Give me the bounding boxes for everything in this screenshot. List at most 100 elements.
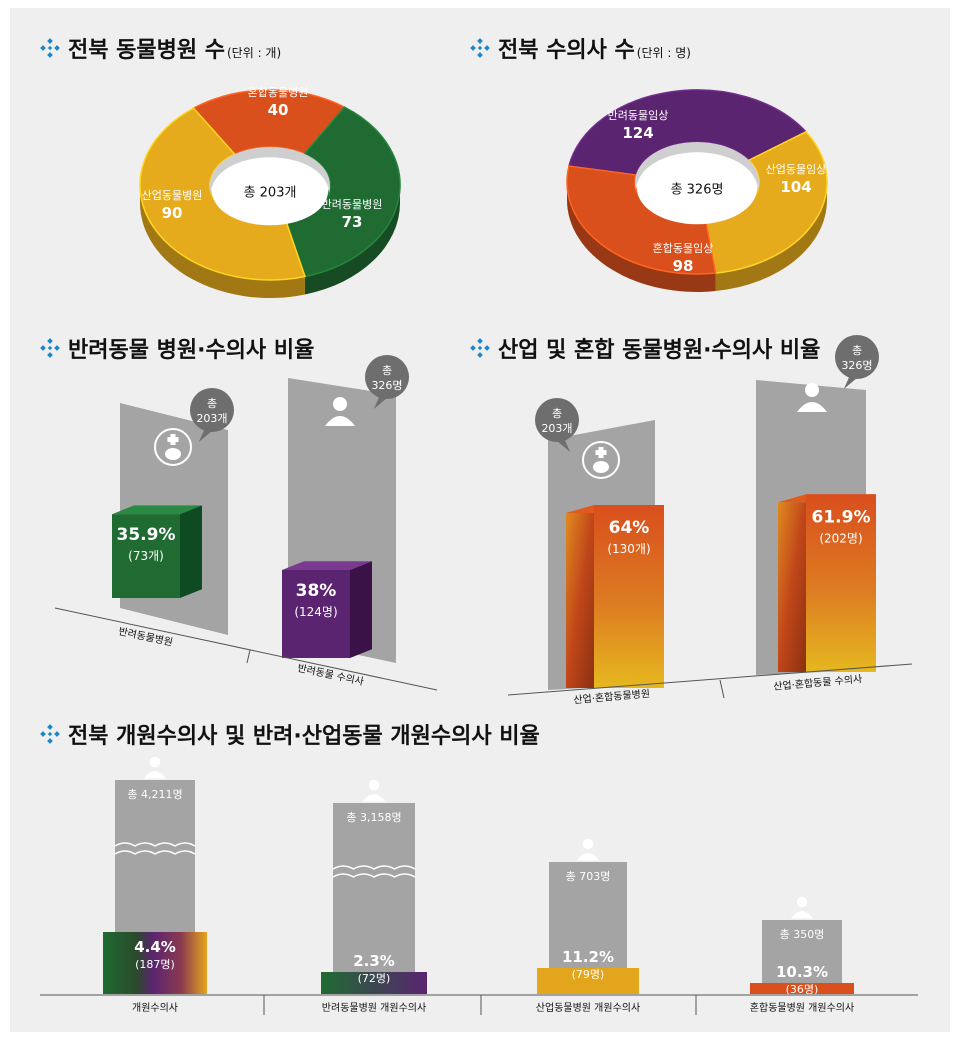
diamond-bullet-icon <box>470 38 490 58</box>
data-bar <box>537 968 639 994</box>
axis-tick <box>246 649 251 664</box>
bar-percent-label: 64% <box>609 518 650 538</box>
vet-head-icon <box>368 779 380 791</box>
vet-head-icon <box>796 896 808 908</box>
bar-side-face <box>180 505 202 598</box>
axis-break-line <box>332 873 416 878</box>
donut-side-wall <box>304 185 401 295</box>
slice-label: 혼합동물병원 <box>248 86 309 99</box>
bar-top-face <box>112 505 202 515</box>
diamond-bullet-icon <box>40 724 60 744</box>
hospital-cross-icon <box>167 437 179 442</box>
total-label: 총 <box>382 364 392 377</box>
bar-top-face <box>282 561 372 570</box>
vet-head-icon <box>333 397 347 411</box>
total-bubble <box>365 355 409 399</box>
title-practice-ratio: 전북 개원수의사 및 반려·산업동물 개원수의사 비율 <box>40 718 540 750</box>
bar-front-face <box>806 494 876 672</box>
donut-center-label: 총 203개 <box>244 185 297 200</box>
total-label: 326명 <box>841 359 872 372</box>
total-bubble <box>190 388 234 432</box>
bar-front-face <box>282 570 350 658</box>
vet-body-icon <box>797 402 827 412</box>
bar-percent-label: 4.4% <box>134 938 176 956</box>
category-label: 산업·혼합동물병원 <box>573 687 651 707</box>
diamond-bullet-icon <box>40 338 60 358</box>
slice-value: 40 <box>268 101 289 119</box>
slice-value: 90 <box>162 204 183 222</box>
total-column <box>333 803 415 994</box>
total-bubble <box>835 335 879 379</box>
total-column <box>762 920 842 994</box>
bar-percent-label: 61.9% <box>812 507 871 527</box>
donut-hole <box>637 152 757 225</box>
vet-body-icon <box>325 416 355 426</box>
diamond-bullet-icon <box>40 38 60 58</box>
vet-head-icon <box>582 838 594 850</box>
bar-count-label: (187명) <box>135 958 175 971</box>
total-bubble-tail <box>843 373 863 389</box>
total-bubble-tail <box>198 426 218 442</box>
total-label: 총 350명 <box>780 928 825 941</box>
axis-baseline <box>507 663 913 696</box>
total-label: 총 4,211명 <box>127 788 182 801</box>
hospital-icon <box>154 428 192 466</box>
vet-body-icon <box>143 771 167 779</box>
bar-count-label: (73개) <box>128 549 164 563</box>
section-title-text: 산업 및 혼합 동물병원·수의사 비율 <box>498 338 821 363</box>
total-bubble-tail <box>373 393 393 409</box>
total-label: 총 703명 <box>566 870 611 883</box>
bar-percent-label: 11.2% <box>562 948 614 966</box>
bar-percent-label: 35.9% <box>117 525 176 545</box>
section-unit: (단위 : 개) <box>227 46 282 60</box>
donut-center-label: 총 326명 <box>671 182 724 197</box>
bar-percent-label: 38% <box>296 581 337 601</box>
total-label: 총 <box>552 407 562 420</box>
vet-body-icon <box>362 794 386 802</box>
data-bar <box>103 932 207 994</box>
donut-side-wall <box>140 185 305 299</box>
category-label: 산업·혼합동물 수의사 <box>773 672 863 693</box>
total-label: 326명 <box>371 379 402 392</box>
dog-face-icon <box>165 448 181 460</box>
donut-side-wall <box>567 182 716 292</box>
bar-chart-practice: 총 4,211명 4.4% (187명) 개원수의사 총 3,158명 2.3% (72명)… <box>40 756 918 1015</box>
bar-side-face <box>566 513 594 688</box>
section-title-text: 전북 수의사 수 <box>498 38 635 63</box>
slice-value: 73 <box>342 213 363 231</box>
bar-front-face <box>112 514 180 598</box>
bar-side-face <box>778 502 806 672</box>
slice-label: 산업동물임상 <box>766 163 827 176</box>
bar-count-label: (72명) <box>358 972 391 985</box>
axis-baseline <box>54 607 438 691</box>
slice-label: 혼합동물임상 <box>653 242 714 255</box>
title-industrial-ratio: 산업 및 혼합 동물병원·수의사 비율 <box>470 332 820 364</box>
axis-break-line <box>114 850 196 855</box>
bar-side-face <box>350 561 372 658</box>
total-label: 총 <box>852 344 862 357</box>
total-label: 총 3,158명 <box>346 811 401 824</box>
bar-count-label: (79명) <box>572 968 605 981</box>
total-label: 203개 <box>196 412 227 425</box>
vet-body-icon <box>576 853 600 861</box>
total-bubble-tail <box>551 436 571 452</box>
dog-face-icon <box>593 461 609 473</box>
data-bar <box>321 972 427 994</box>
total-bubble <box>535 398 579 442</box>
diamond-bullet-icon <box>470 338 490 358</box>
bar-count-label: (130개) <box>607 542 650 556</box>
section-unit: (단위 : 명) <box>636 46 691 60</box>
slice-value: 104 <box>780 178 811 196</box>
pie-chart-hospitals: 총 203개 혼합동물병원 40 반려동물병원 73 산업동물병원 90 <box>139 86 401 299</box>
axis-tick <box>719 679 725 699</box>
data-bar <box>750 983 854 994</box>
slice-label: 산업동물병원 <box>142 189 203 202</box>
donut-slice <box>704 130 828 274</box>
donut-inner-wall <box>210 147 331 196</box>
bar-percent-label: 2.3% <box>353 952 395 970</box>
category-label: 혼합동물병원 개원수의사 <box>750 1001 854 1014</box>
vet-head-icon <box>805 383 819 397</box>
slice-label: 반려동물병원 <box>322 198 383 211</box>
bar-chart-companion: 총 203개 총 326명 35.9% (73개) 38% (124명) 반려동물병원반려동물 … <box>54 355 438 691</box>
slice-label: 반려동물임상 <box>608 109 669 122</box>
